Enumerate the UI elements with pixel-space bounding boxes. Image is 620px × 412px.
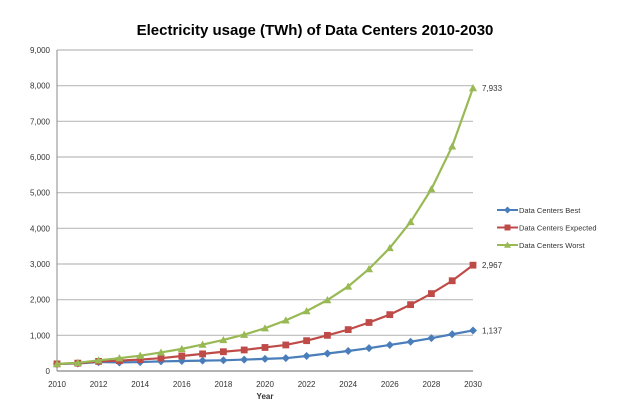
data-point bbox=[219, 356, 228, 365]
y-tick-label: 4,000 bbox=[30, 224, 51, 233]
data-point bbox=[469, 84, 477, 92]
data-point bbox=[302, 307, 311, 315]
data-point bbox=[198, 340, 207, 348]
data-point bbox=[94, 356, 103, 364]
data-point bbox=[427, 185, 436, 193]
end-value-label: 1,137 bbox=[482, 326, 503, 335]
data-point bbox=[177, 344, 186, 353]
x-tick-label: 2014 bbox=[131, 380, 149, 389]
data-point bbox=[406, 217, 415, 226]
y-tick-label: 3,000 bbox=[30, 260, 51, 269]
y-tick-label: 5,000 bbox=[30, 189, 51, 198]
data-point bbox=[198, 356, 207, 365]
data-point bbox=[323, 296, 332, 304]
data-point bbox=[261, 344, 269, 351]
data-point bbox=[365, 319, 373, 326]
data-point bbox=[385, 340, 394, 349]
data-point bbox=[504, 241, 511, 248]
data-point bbox=[281, 354, 290, 363]
data-point bbox=[136, 356, 144, 363]
end-value-label: 2,967 bbox=[482, 261, 503, 270]
data-point bbox=[199, 350, 206, 358]
data-point bbox=[220, 348, 227, 356]
data-point bbox=[240, 355, 249, 364]
x-tick-label: 2024 bbox=[339, 380, 357, 389]
data-point bbox=[240, 346, 248, 354]
legend-label: Data Centers Worst bbox=[519, 241, 586, 250]
data-point bbox=[365, 264, 373, 273]
data-point bbox=[365, 344, 373, 353]
y-tick-label: 8,000 bbox=[30, 82, 51, 91]
legend-item: Data Centers Expected bbox=[497, 224, 597, 233]
data-point bbox=[73, 358, 82, 366]
data-point bbox=[427, 334, 436, 343]
data-point bbox=[157, 348, 165, 356]
y-tick-label: 9,000 bbox=[30, 46, 51, 55]
data-point bbox=[406, 337, 415, 346]
data-point bbox=[157, 354, 165, 362]
legend-label: Data Centers Expected bbox=[519, 224, 597, 233]
data-point bbox=[407, 301, 414, 309]
data-point bbox=[324, 331, 331, 339]
data-point bbox=[504, 224, 511, 231]
x-tick-label: 2028 bbox=[423, 380, 441, 389]
data-point bbox=[323, 349, 332, 358]
data-point bbox=[469, 261, 477, 269]
series-data-centers-expected: 2,967 bbox=[53, 261, 503, 368]
legend-label: Data Centers Best bbox=[519, 206, 581, 215]
data-point bbox=[504, 206, 511, 214]
y-tick-label: 2,000 bbox=[30, 296, 51, 305]
data-point bbox=[303, 337, 310, 345]
y-tick-label: 6,000 bbox=[30, 153, 51, 162]
x-tick-label: 2026 bbox=[381, 380, 399, 389]
data-point bbox=[115, 354, 124, 362]
data-point bbox=[302, 352, 311, 361]
data-point bbox=[178, 352, 186, 360]
data-point bbox=[240, 330, 249, 338]
data-point bbox=[282, 341, 290, 349]
series-data-centers-worst: 7,933 bbox=[53, 84, 503, 368]
data-point bbox=[261, 324, 269, 332]
y-tick-label: 7,000 bbox=[30, 117, 51, 126]
data-point bbox=[53, 359, 61, 368]
data-point bbox=[428, 290, 435, 298]
data-point bbox=[386, 311, 394, 319]
data-point bbox=[261, 354, 269, 363]
data-point bbox=[136, 351, 145, 359]
y-tick-label: 0 bbox=[46, 367, 51, 376]
legend-item: Data Centers Worst bbox=[497, 241, 586, 250]
x-tick-label: 2018 bbox=[215, 380, 233, 389]
x-tick-label: 2012 bbox=[90, 380, 108, 389]
y-tick-label: 1,000 bbox=[30, 331, 51, 340]
data-point bbox=[385, 243, 394, 252]
x-tick-label: 2016 bbox=[173, 380, 191, 389]
x-tick-label: 2030 bbox=[464, 380, 482, 389]
end-value-label: 7,933 bbox=[482, 84, 503, 93]
chart-title: Electricity usage (TWh) of Data Centers … bbox=[137, 22, 494, 39]
legend-item: Data Centers Best bbox=[497, 206, 581, 215]
x-tick-label: 2020 bbox=[256, 380, 274, 389]
x-axis-label: Year bbox=[257, 392, 274, 401]
data-point bbox=[344, 282, 353, 290]
x-tick-label: 2022 bbox=[298, 380, 316, 389]
data-point bbox=[344, 347, 353, 356]
data-point bbox=[469, 326, 477, 335]
x-tick-label: 2010 bbox=[48, 380, 66, 389]
data-point bbox=[219, 335, 228, 344]
data-point bbox=[448, 277, 456, 285]
data-point bbox=[448, 330, 457, 339]
series-line bbox=[56, 87, 475, 365]
data-point bbox=[344, 326, 352, 334]
data-point bbox=[448, 142, 457, 150]
data-point bbox=[281, 316, 290, 324]
